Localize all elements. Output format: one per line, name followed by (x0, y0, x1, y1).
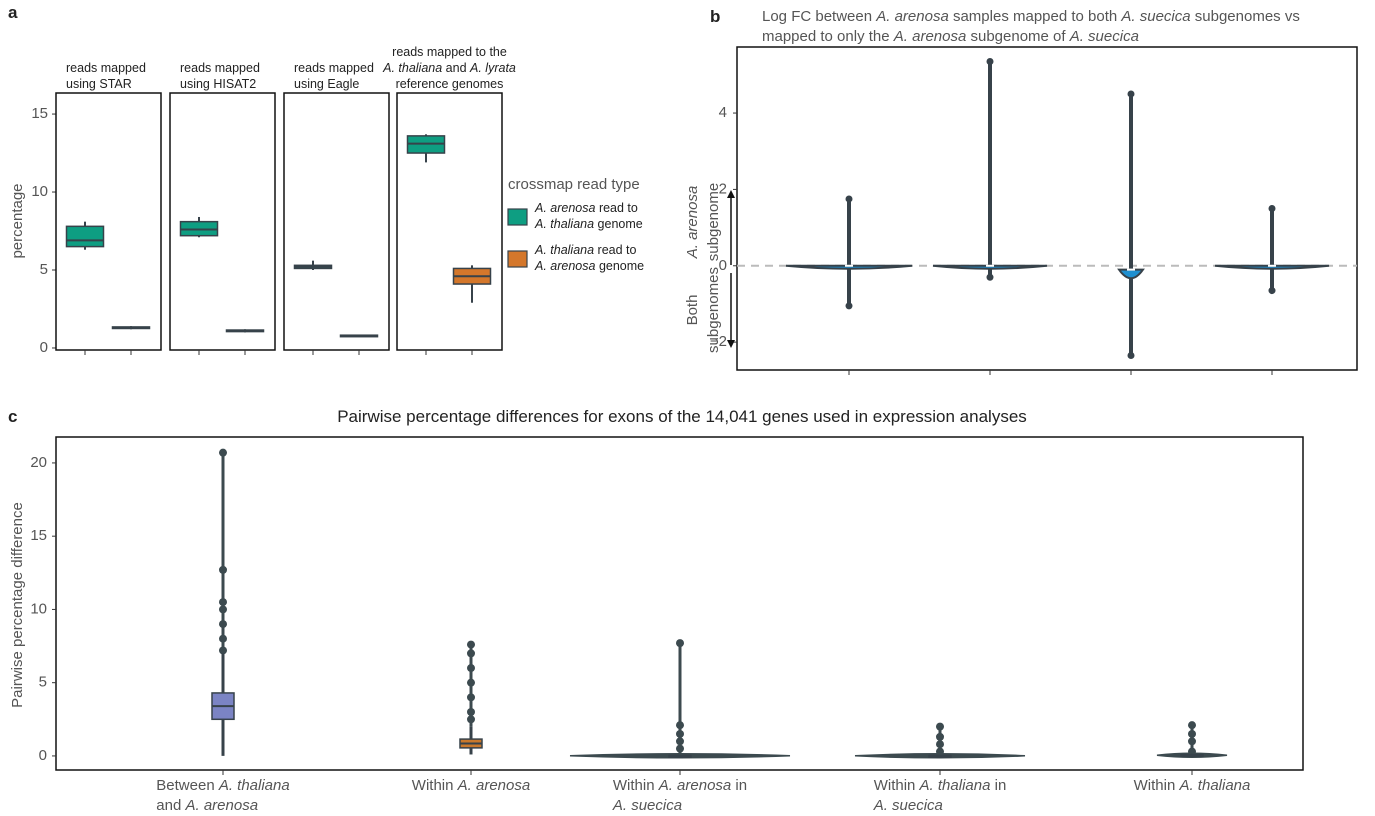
outlier (219, 598, 227, 607)
arrow-head (727, 340, 735, 348)
facet-frame (283, 92, 390, 351)
legend-label: A. thaliana genome (534, 217, 643, 231)
violin-body (785, 264, 913, 270)
x-tick-label: Between A. thaliana (156, 777, 289, 794)
outlier (219, 634, 227, 643)
y-tick-label: 4 (719, 104, 727, 121)
y-tick-label: 0 (39, 747, 47, 764)
x-tick-label: and A. arenosa (156, 797, 258, 814)
outlier (467, 649, 475, 658)
x-tick-label: Within A. thaliana in (874, 777, 1007, 794)
y-tick-label: 0 (40, 339, 48, 356)
panel-label: b (710, 7, 720, 26)
y-tick-label: 10 (31, 183, 48, 200)
extreme-point (1127, 351, 1135, 359)
violin-body (932, 264, 1048, 270)
y-axis-label: percentage (9, 183, 26, 258)
chart-title: mapped to only the A. arenosa subgenome … (762, 28, 1139, 45)
y-tick-label: 10 (30, 600, 47, 617)
facet-title: reads mapped (66, 61, 146, 75)
extreme-point (1268, 205, 1276, 212)
outlier (219, 565, 227, 574)
y-tick-label: −2 (710, 333, 727, 350)
outlier (1188, 729, 1196, 738)
facet-title: reads mapped (294, 61, 374, 75)
extreme-point (845, 195, 853, 203)
plot-frame (736, 46, 1358, 371)
facet-title: using STAR (66, 77, 132, 91)
y-axis-label: subgenomes (705, 267, 722, 353)
outlier (676, 737, 684, 746)
outlier (936, 747, 944, 756)
panel-label: a (8, 3, 18, 22)
y-axis-label: Both (684, 295, 701, 326)
outlier (1188, 721, 1196, 730)
y-tick-label: 2 (719, 180, 727, 197)
outlier (219, 448, 227, 457)
outlier (467, 640, 475, 649)
extreme-point (845, 302, 853, 310)
violin-body (1117, 268, 1145, 280)
y-tick-label: 20 (30, 454, 47, 471)
extreme-point (986, 58, 994, 66)
outlier (219, 605, 227, 614)
extreme-point (986, 273, 994, 281)
outlier (219, 646, 227, 655)
facet-frame (396, 92, 503, 351)
y-axis-label: Pairwise percentage difference (9, 502, 26, 708)
legend-title: crossmap read type (508, 176, 640, 193)
legend-label: A. arenosa genome (534, 259, 644, 273)
outlier (467, 707, 475, 716)
outlier (467, 693, 475, 702)
outlier (676, 639, 684, 648)
outlier (1188, 747, 1196, 756)
outlier (676, 721, 684, 730)
y-tick-label: 15 (31, 105, 48, 122)
legend-swatch (507, 208, 528, 226)
facet-title: reference genomes (396, 77, 504, 91)
outlier (1188, 737, 1196, 746)
outlier (936, 732, 944, 741)
y-axis-label: A. arenosa (684, 186, 701, 260)
box (65, 225, 105, 248)
x-tick-label: Within A. arenosa (412, 777, 530, 794)
facet-frame (169, 92, 276, 351)
chart-title: Log FC between A. arenosa samples mapped… (762, 8, 1300, 25)
outlier (936, 722, 944, 731)
y-axis-label: subgenome (705, 183, 722, 261)
extreme-point (1268, 287, 1276, 295)
y-tick-label: 15 (30, 527, 47, 544)
outlier (467, 715, 475, 724)
outlier (676, 729, 684, 738)
facet-frame (55, 92, 162, 351)
legend-label: A. arenosa read to (534, 201, 638, 215)
x-tick-label: A. suecica (612, 797, 682, 814)
facet-title: A. thaliana and A. lyrata (382, 61, 516, 75)
extreme-point (1127, 90, 1135, 98)
y-tick-label: 0 (719, 257, 727, 274)
outlier (467, 664, 475, 673)
legend-label: A. thaliana read to (534, 243, 637, 257)
y-tick-label: 5 (39, 674, 47, 691)
x-tick-label: Within A. thaliana (1134, 777, 1251, 794)
x-tick-label: Within A. arenosa in (613, 777, 747, 794)
outlier (467, 678, 475, 687)
y-tick-label: 5 (40, 261, 48, 278)
facet-title: reads mapped to the (392, 45, 507, 59)
x-tick-label: A. suecica (873, 797, 943, 814)
facet-title: reads mapped (180, 61, 260, 75)
panel-label: c (8, 407, 17, 426)
chart-title: Pairwise percentage differences for exon… (337, 407, 1027, 426)
legend-swatch (507, 250, 528, 268)
facet-title: using Eagle (294, 77, 359, 91)
outlier (936, 740, 944, 749)
outlier (676, 744, 684, 753)
arrow-head (727, 190, 735, 198)
facet-title: using HISAT2 (180, 77, 256, 91)
outlier (219, 620, 227, 629)
violin-body (1214, 264, 1330, 270)
